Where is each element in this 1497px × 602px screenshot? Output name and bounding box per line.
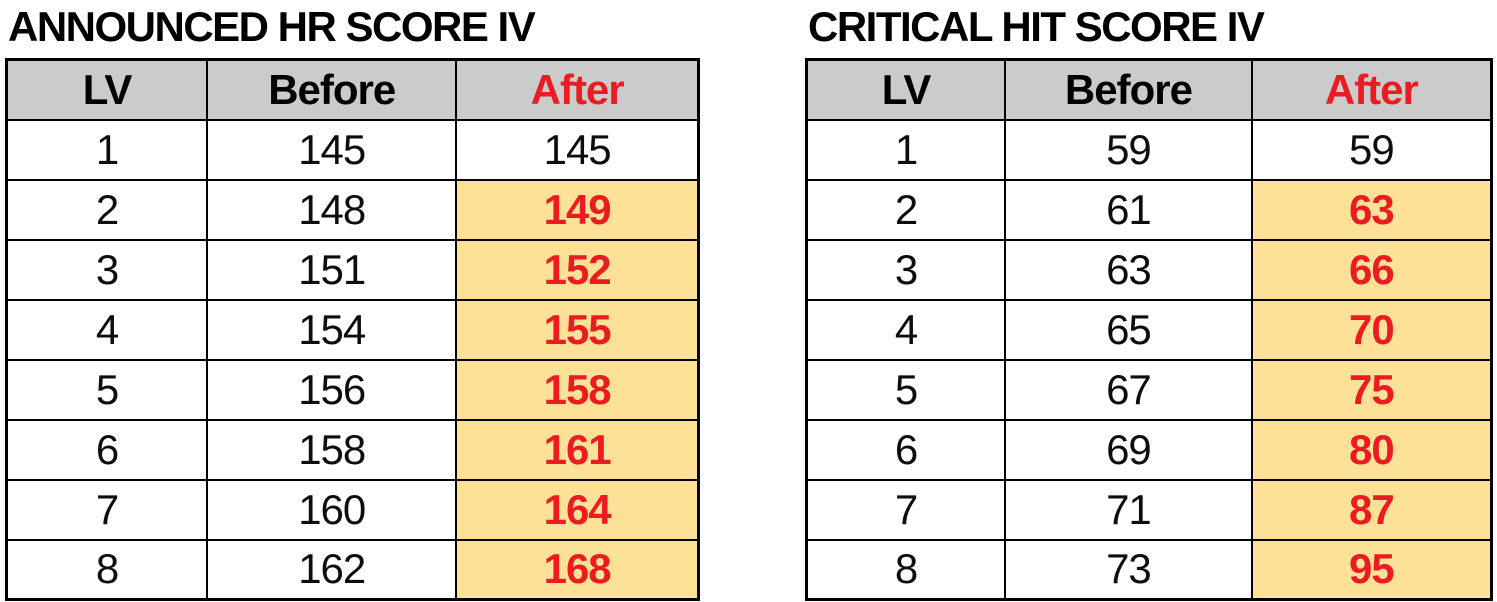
column-header-lv: LV xyxy=(805,58,1007,121)
lv-cell: 7 xyxy=(805,478,1007,541)
before-cell: 71 xyxy=(1004,478,1253,541)
table-row: 7 160 164 xyxy=(5,478,700,541)
after-cell: 152 xyxy=(455,238,700,301)
before-cell: 59 xyxy=(1004,118,1253,181)
after-cell: 87 xyxy=(1250,478,1493,541)
before-cell: 151 xyxy=(206,238,458,301)
before-cell: 148 xyxy=(206,178,458,241)
after-cell: 145 xyxy=(455,118,700,181)
table-row: 8 162 168 xyxy=(5,538,700,601)
after-cell: 75 xyxy=(1250,358,1493,421)
table-row: 6 69 80 xyxy=(805,418,1493,481)
critical-hit-score-title: CRITICAL HIT SCORE IV xyxy=(808,3,1265,50)
after-cell: 59 xyxy=(1250,118,1493,181)
lv-cell: 1 xyxy=(805,118,1007,181)
before-cell: 160 xyxy=(206,478,458,541)
after-cell: 95 xyxy=(1250,538,1493,601)
table-row: 6 158 161 xyxy=(5,418,700,481)
column-header-after: After xyxy=(1250,58,1493,121)
table-row: 5 156 158 xyxy=(5,358,700,421)
lv-cell: 5 xyxy=(5,358,209,421)
after-cell: 63 xyxy=(1250,178,1493,241)
column-header-lv: LV xyxy=(5,58,209,121)
header-row: LV Before After xyxy=(5,58,700,121)
announced-hr-score-section: ANNOUNCED HR SCORE IV LV Before After 1 145… xyxy=(5,0,700,601)
after-cell: 80 xyxy=(1250,418,1493,481)
column-header-before: Before xyxy=(206,58,458,121)
before-cell: 67 xyxy=(1004,358,1253,421)
after-cell: 161 xyxy=(455,418,700,481)
lv-cell: 6 xyxy=(805,418,1007,481)
before-cell: 158 xyxy=(206,418,458,481)
after-cell: 168 xyxy=(455,538,700,601)
after-cell: 155 xyxy=(455,298,700,361)
table-row: 5 67 75 xyxy=(805,358,1493,421)
table-row: 1 59 59 xyxy=(805,118,1493,181)
lv-cell: 3 xyxy=(5,238,209,301)
lv-cell: 8 xyxy=(805,538,1007,601)
table-row: 1 145 145 xyxy=(5,118,700,181)
column-header-before: Before xyxy=(1004,58,1253,121)
announced-hr-score-title: ANNOUNCED HR SCORE IV xyxy=(8,3,536,50)
before-cell: 69 xyxy=(1004,418,1253,481)
lv-cell: 8 xyxy=(5,538,209,601)
after-cell: 149 xyxy=(455,178,700,241)
lv-cell: 6 xyxy=(5,418,209,481)
before-cell: 61 xyxy=(1004,178,1253,241)
before-cell: 65 xyxy=(1004,298,1253,361)
lv-cell: 3 xyxy=(805,238,1007,301)
table-row: 3 151 152 xyxy=(5,238,700,301)
table-row: 2 148 149 xyxy=(5,178,700,241)
announced-hr-score-table: LV Before After 1 145 145 2 148 149 3 151 152 4 154 1… xyxy=(5,58,700,601)
before-cell: 154 xyxy=(206,298,458,361)
before-cell: 156 xyxy=(206,358,458,421)
after-cell: 158 xyxy=(455,358,700,421)
after-cell: 66 xyxy=(1250,238,1493,301)
before-cell: 63 xyxy=(1004,238,1253,301)
lv-cell: 1 xyxy=(5,118,209,181)
critical-hit-score-table: LV Before After 1 59 59 2 61 63 3 63 66 4 65 70 5 67 75 6… xyxy=(805,58,1493,601)
critical-hit-score-section: CRITICAL HIT SCORE IV LV Before After 1 59 5… xyxy=(805,0,1493,601)
header-row: LV Before After xyxy=(805,58,1493,121)
table-row: 7 71 87 xyxy=(805,478,1493,541)
table-row: 8 73 95 xyxy=(805,538,1493,601)
before-cell: 162 xyxy=(206,538,458,601)
column-header-after: After xyxy=(455,58,700,121)
after-cell: 70 xyxy=(1250,298,1493,361)
before-cell: 145 xyxy=(206,118,458,181)
table-row: 4 154 155 xyxy=(5,298,700,361)
table-row: 3 63 66 xyxy=(805,238,1493,301)
lv-cell: 4 xyxy=(5,298,209,361)
lv-cell: 2 xyxy=(805,178,1007,241)
lv-cell: 7 xyxy=(5,478,209,541)
lv-cell: 5 xyxy=(805,358,1007,421)
after-cell: 164 xyxy=(455,478,700,541)
lv-cell: 4 xyxy=(805,298,1007,361)
lv-cell: 2 xyxy=(5,178,209,241)
table-row: 4 65 70 xyxy=(805,298,1493,361)
before-cell: 73 xyxy=(1004,538,1253,601)
table-row: 2 61 63 xyxy=(805,178,1493,241)
